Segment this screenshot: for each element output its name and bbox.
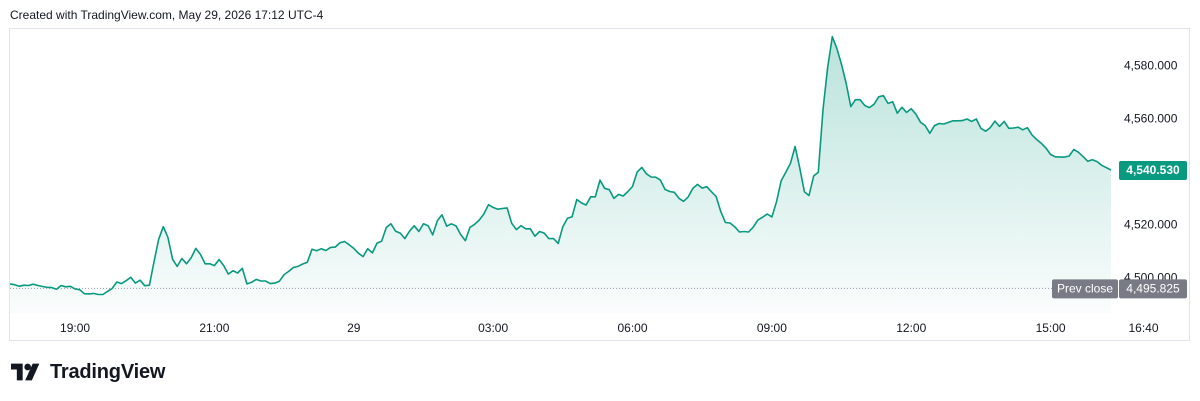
x-tick-label: 19:00 (60, 321, 90, 335)
x-tick-label: 09:00 (757, 321, 787, 335)
prev-close-title-tag (1052, 279, 1118, 299)
y-tick-label: 4,520.000 (1124, 217, 1178, 231)
x-tick-label: 29 (347, 321, 361, 335)
x-tick-label: 21:00 (199, 321, 229, 335)
y-tick-label: 4,560.000 (1124, 111, 1178, 125)
x-tick-label: 03:00 (478, 321, 508, 335)
last-price-label: 4,540.530 (1126, 163, 1180, 177)
x-tick-label: 16:40 (1129, 321, 1159, 335)
last-price-tag (1119, 160, 1187, 180)
prev-close-value-tag (1119, 279, 1187, 299)
chart-frame (9, 28, 1190, 341)
price-line (9, 35, 1112, 296)
prev-close-title: Prev close (1057, 281, 1113, 295)
y-tick-label: 4,580.000 (1124, 59, 1178, 73)
chart-credit: Created with TradingView.com, May 29, 20… (10, 8, 324, 22)
x-tick-label: 06:00 (617, 321, 647, 335)
x-tick-label: 15:00 (1036, 321, 1066, 335)
x-tick-label: 12:00 (896, 321, 926, 335)
tradingview-logo-icon (11, 363, 40, 381)
prev-close-value: 4,495.825 (1126, 281, 1180, 295)
price-area-fill (10, 36, 1111, 313)
brand-name: TradingView (50, 360, 166, 383)
tradingview-logo[interactable]: TradingView (10, 360, 165, 384)
